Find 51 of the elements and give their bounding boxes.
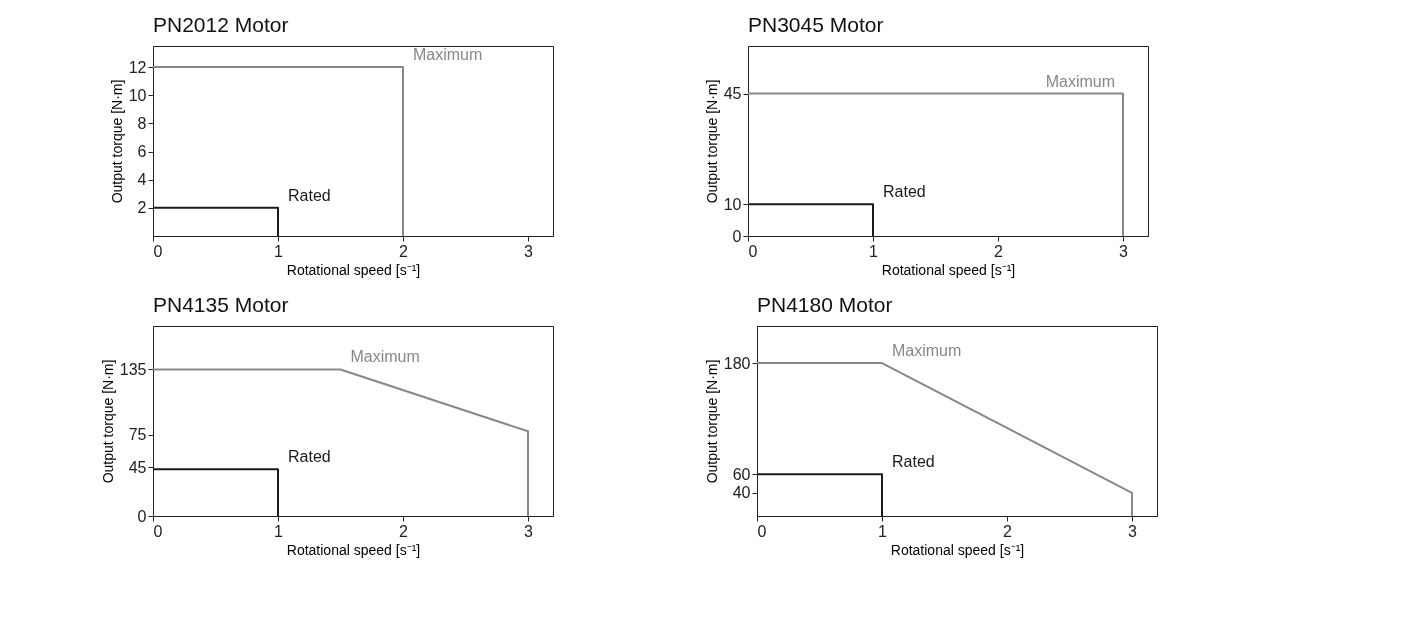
x-tick-label: 2 (1003, 522, 1013, 540)
series-label: Maximum (892, 342, 962, 360)
x-tick-label: 2 (399, 522, 409, 540)
series-label: Maximum (413, 46, 483, 64)
x-tick-label: 1 (274, 242, 284, 260)
y-tick-label: 75 (128, 426, 147, 444)
x-tick-label: 1 (274, 522, 284, 540)
x-axis-title: Rotational speed [s⁻¹] (890, 541, 1025, 558)
x-tick-label: 0 (153, 242, 163, 260)
x-tick-label: 1 (869, 242, 879, 260)
chart-title: PN2012 Motor (153, 13, 289, 36)
x-axis-title: Rotational speed [s⁻¹] (881, 261, 1016, 278)
x-axis-title: Rotational speed [s⁻¹] (286, 541, 421, 558)
y-tick-label: 180 (723, 354, 751, 372)
x-tick-label: 3 (524, 522, 534, 540)
y-tick-label: 45 (128, 458, 147, 476)
y-tick-label: 60 (732, 465, 751, 483)
y-tick-label: 12 (128, 58, 147, 76)
y-axis-title: Output torque [N·m] (99, 359, 116, 484)
y-tick-label: 10 (128, 86, 147, 104)
series-label: Maximum (350, 348, 420, 366)
x-tick-label: 3 (1128, 522, 1138, 540)
y-tick-label: 0 (137, 507, 147, 525)
x-axis-title: Rotational speed [s⁻¹] (286, 261, 421, 278)
y-tick-label: 8 (137, 114, 147, 132)
y-axis-title: Output torque [N·m] (703, 359, 720, 484)
y-tick-label: 135 (119, 360, 147, 378)
series-label: Rated (883, 183, 926, 201)
x-tick-label: 0 (757, 522, 767, 540)
y-tick-label: 45 (723, 85, 742, 102)
series-label: Rated (288, 448, 331, 466)
x-tick-label: 2 (399, 242, 409, 260)
chart-title: PN3045 Motor (748, 13, 884, 36)
y-tick-label: 0 (732, 227, 742, 245)
y-tick-label: 40 (732, 484, 751, 502)
series-label: Rated (288, 186, 331, 204)
chart-title: PN4135 Motor (153, 293, 289, 316)
x-tick-label: 3 (1119, 242, 1129, 260)
y-tick-label: 2 (137, 199, 147, 217)
y-tick-label: 6 (137, 143, 147, 161)
x-tick-label: 0 (153, 522, 163, 540)
series-label: Rated (892, 453, 935, 471)
y-axis-title: Output torque [N·m] (703, 79, 720, 204)
y-axis-title: Output torque [N·m] (108, 79, 125, 204)
x-tick-label: 1 (878, 522, 888, 540)
chart-title: PN4180 Motor (757, 293, 893, 316)
x-tick-label: 3 (524, 242, 534, 260)
series-label: Maximum (1045, 72, 1115, 90)
y-tick-label: 4 (137, 171, 147, 189)
y-tick-label: 10 (723, 195, 742, 213)
x-tick-label: 2 (994, 242, 1004, 260)
